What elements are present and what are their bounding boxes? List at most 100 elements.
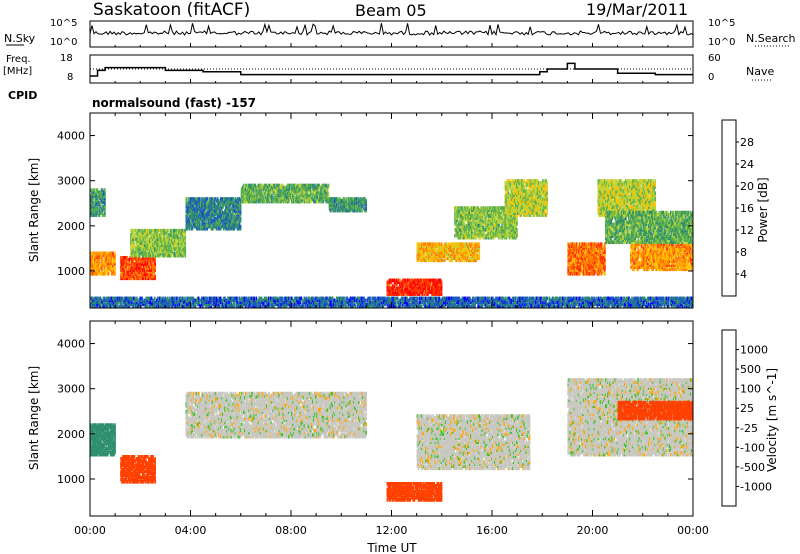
heatmap-cell	[217, 213, 220, 217]
heatmap-cell	[174, 228, 176, 233]
heatmap-cell	[538, 193, 541, 197]
heatmap-cell	[416, 258, 419, 263]
heatmap-cell	[440, 280, 443, 285]
heatmap-cell	[418, 250, 421, 254]
heatmap-cell	[138, 235, 141, 239]
heatmap-cell	[153, 239, 155, 243]
heatmap-cell	[131, 272, 134, 276]
heatmap-cell	[537, 185, 540, 189]
heatmap-cell	[526, 179, 529, 183]
heatmap-cell	[150, 260, 152, 264]
heatmap-cell	[459, 210, 462, 214]
heatmap-cell	[417, 254, 420, 258]
heatmap-cell	[207, 205, 210, 209]
heatmap-cell	[108, 259, 111, 264]
heatmap-cell	[457, 212, 460, 216]
heatmap-cell	[145, 247, 148, 252]
heatmap-cell	[494, 230, 496, 234]
heatmap-cell	[343, 197, 345, 201]
heatmap-cell	[333, 206, 336, 211]
heatmap-cell	[106, 259, 109, 264]
heatmap-cell	[185, 211, 188, 215]
heatmap-cell	[132, 253, 134, 258]
heatmap-cell	[234, 211, 237, 215]
heatmap-cell	[166, 243, 169, 248]
heatmap-cell	[338, 204, 340, 209]
heatmap-cell	[96, 257, 98, 262]
heatmap-cell	[155, 235, 157, 239]
heatmap-cell	[238, 226, 241, 231]
heatmap-cell	[194, 207, 197, 211]
heatmap-cell	[529, 191, 532, 195]
heatmap-cell	[264, 195, 267, 200]
heatmap-cell	[409, 278, 412, 283]
heatmap-cell	[518, 201, 520, 205]
heatmap-cell	[230, 215, 232, 219]
heatmap-cell	[91, 211, 93, 215]
heatmap-cell	[508, 199, 511, 203]
heatmap-cell	[532, 189, 535, 193]
heatmap-cell	[220, 199, 223, 203]
heatmap-cell	[462, 252, 465, 256]
heatmap-cell	[177, 249, 179, 254]
heatmap-cell	[510, 218, 513, 222]
heatmap-cell	[228, 203, 230, 207]
heatmap-cell	[517, 189, 519, 193]
heatmap-cell	[285, 191, 288, 196]
heatmap-cell	[459, 218, 462, 222]
heatmap-cell	[140, 264, 143, 268]
heatmap-cell	[466, 210, 469, 214]
heatmap-cell	[463, 244, 466, 248]
heatmap-cell	[151, 256, 153, 260]
heatmap-cell	[216, 215, 219, 219]
heatmap-cell	[460, 244, 463, 248]
heatmap-cell	[123, 258, 125, 262]
heatmap-cell	[523, 195, 525, 199]
heatmap-cell	[120, 256, 122, 260]
heatmap-cell	[148, 274, 150, 279]
heatmap-cell	[524, 211, 527, 215]
heatmap-cell	[457, 235, 460, 240]
heatmap-cell	[429, 254, 431, 258]
heatmap-cell	[419, 258, 422, 263]
heatmap-cell	[478, 226, 481, 230]
heatmap-cell	[195, 220, 198, 225]
heatmap-cell	[329, 201, 332, 205]
heatmap-cell	[247, 187, 249, 192]
heatmap-cell	[407, 286, 409, 290]
heatmap-cell	[143, 253, 146, 258]
heatmap-cell	[91, 253, 93, 258]
heatmap-cell	[215, 199, 218, 203]
heatmap-cell	[188, 199, 191, 203]
heatmap-cell	[293, 197, 295, 202]
heatmap-cell	[100, 194, 103, 199]
heatmap-cell	[507, 181, 510, 185]
heatmap-cell	[94, 192, 96, 197]
heatmap-cell	[232, 201, 235, 205]
heatmap-cell	[163, 237, 166, 241]
heatmap-cell	[509, 228, 512, 232]
heatmap-cell	[420, 242, 423, 246]
heatmap-cell	[213, 224, 216, 229]
heatmap-cell	[136, 233, 139, 237]
heatmap-cell	[458, 222, 461, 226]
heatmap-cell	[138, 228, 141, 233]
heatmap-cell	[466, 250, 469, 254]
heatmap-cell	[128, 276, 131, 281]
heatmap-cell	[477, 226, 479, 230]
heatmap-cell	[419, 286, 422, 290]
heatmap-cell	[134, 251, 137, 256]
heatmap-cell	[455, 258, 458, 263]
heatmap-cell	[467, 210, 470, 214]
heatmap-cell	[218, 213, 221, 217]
heatmap-cell	[462, 254, 465, 258]
heatmap-cell	[583, 258, 585, 262]
heatmap-cell	[135, 241, 138, 245]
heatmap-cell	[182, 239, 184, 243]
heatmap-cell	[461, 231, 464, 236]
heatmap-cell	[473, 216, 475, 220]
heatmap-cell	[130, 243, 132, 248]
heatmap-cell	[344, 208, 347, 213]
heatmap-cell	[577, 254, 580, 258]
heatmap-cell	[98, 192, 101, 197]
